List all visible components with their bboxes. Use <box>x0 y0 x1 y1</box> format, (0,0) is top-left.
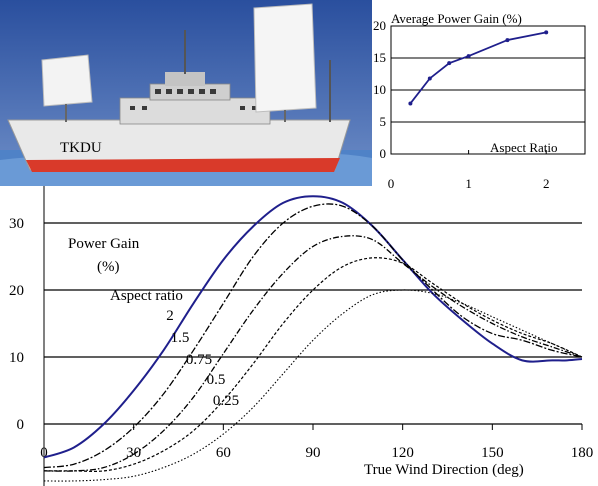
inset-y-tick-label: 15 <box>373 50 386 65</box>
main-x-axis-label: True Wind Direction (deg) <box>364 462 524 478</box>
main-x-tick-label: 150 <box>481 445 504 461</box>
superstructure <box>119 97 271 125</box>
inset-data-point <box>466 54 471 59</box>
sail-aft <box>253 3 317 113</box>
inset-data-point <box>447 61 452 66</box>
main-x-ticks: 0 30 60 90 120 150 180 <box>40 424 593 461</box>
main-y-tick-label: 0 <box>17 417 25 433</box>
main-y-tick-label: 20 <box>9 283 24 299</box>
main-chart: -10 0 10 20 30 0 30 60 90 120 150 180 2 1.5 0.75 0.5 0… <box>4 186 593 486</box>
inset-grid <box>391 25 585 123</box>
inset-x-ticks: 0 1 2 <box>388 150 550 191</box>
series-label-ar-2: 2 <box>166 308 174 324</box>
wheelhouse-top <box>165 72 205 86</box>
inset-series-line <box>409 31 547 104</box>
main-x-tick-label: 90 <box>306 445 321 461</box>
inset-data-point <box>427 76 432 81</box>
inset-data-point <box>408 101 413 106</box>
series-line-ar-0_25 <box>43 289 583 482</box>
series-label-ar-0_5: 0.5 <box>207 372 226 388</box>
sail-fore <box>41 54 93 107</box>
inset-data-point <box>544 30 549 35</box>
main-x-tick-label: 180 <box>571 445 594 461</box>
inset-x-tick-label: 2 <box>543 176 550 191</box>
inset-y-tick-label: 20 <box>373 18 386 33</box>
main-y-tick-label: -10 <box>4 484 24 486</box>
hull-marking: TKDU <box>60 140 102 156</box>
inset-y-tick-label: 10 <box>373 82 386 97</box>
inset-chart: 0 5 10 15 20 0 1 2 Average Power Gain (%) Aspe… <box>373 11 586 191</box>
series-label-ar-1_5: 1.5 <box>171 330 190 346</box>
windows <box>130 89 257 110</box>
main-series <box>43 195 583 482</box>
main-y-ticks: -10 0 10 20 30 <box>4 216 24 486</box>
inset-x-axis-label: Aspect Ratio <box>490 140 558 155</box>
main-y-axis-label: Power Gain <box>68 236 140 252</box>
inset-plot-frame <box>390 25 586 155</box>
main-x-tick-label: 60 <box>216 445 231 461</box>
inset-y-ticks: 0 5 10 15 20 <box>373 18 386 161</box>
main-y-tick-label: 30 <box>9 216 24 232</box>
inset-x-tick-label: 1 <box>465 176 472 191</box>
series-label-ar-0_25: 0.25 <box>213 393 239 409</box>
series-line-ar-0_5 <box>44 257 583 472</box>
series-labels: 2 1.5 0.75 0.5 0.25 <box>166 308 239 409</box>
series-line-ar-2 <box>43 195 583 459</box>
inset-y-tick-label: 5 <box>380 114 387 129</box>
main-x-tick-label: 0 <box>40 445 48 461</box>
inset-data-point <box>505 38 510 43</box>
main-x-tick-label: 120 <box>391 445 414 461</box>
inset-series <box>408 30 549 106</box>
main-y-axis-unit: (%) <box>97 259 120 275</box>
hull-stripe <box>26 158 340 172</box>
series-line-ar-1_5 <box>43 203 583 469</box>
inset-x-tick-label: 0 <box>388 176 395 191</box>
inset-title: Average Power Gain (%) <box>391 11 522 26</box>
series-line-ar-0_75 <box>43 235 583 472</box>
main-y-tick-label: 10 <box>9 350 24 366</box>
main-x-tick-label: 30 <box>126 445 141 461</box>
inset-y-tick-label: 0 <box>380 146 387 161</box>
series-label-ar-0_75: 0.75 <box>186 352 212 368</box>
legend-title: Aspect ratio <box>110 288 183 304</box>
ship-photo: TKDU <box>0 0 372 186</box>
